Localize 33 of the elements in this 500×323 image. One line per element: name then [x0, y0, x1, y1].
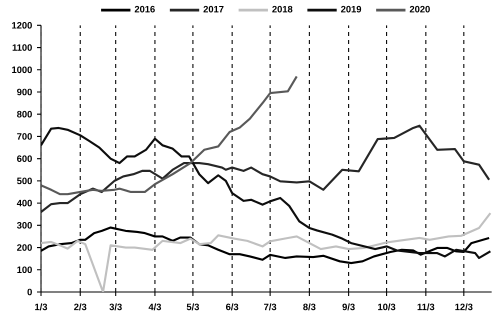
legend-label: 2018	[272, 6, 292, 12]
x-tick-label: 10/3	[378, 303, 396, 310]
y-tick-label: 800	[17, 110, 32, 118]
x-tick-label: 7/3	[264, 303, 276, 310]
y-tick-label: 200	[17, 244, 32, 251]
x-tick-label: 4/3	[148, 303, 162, 310]
legend-label: 2019	[341, 6, 362, 12]
y-tick-label: 1200	[12, 22, 32, 29]
y-tick-label: 900	[17, 88, 32, 96]
x-tick-label: 3/3	[109, 303, 122, 310]
y-tick-label: 400	[16, 200, 32, 206]
y-tick-label: 1100	[12, 44, 32, 51]
y-tick-label: 1000	[12, 66, 32, 74]
y-tick-label: 100	[17, 266, 32, 274]
legend-label: 2020	[410, 6, 430, 12]
y-tick-label: 0	[27, 288, 32, 296]
y-tick-label: 300	[16, 222, 32, 229]
x-tick-label: 12/3	[455, 303, 473, 310]
x-tick-label: 2/3	[74, 303, 86, 310]
x-tick-label: 11/3	[418, 303, 434, 310]
x-tick-label: 9/3	[342, 303, 355, 310]
legend-label: 2016	[134, 6, 155, 12]
y-tick-label: 500	[17, 178, 32, 184]
x-tick-label: 1/3	[35, 303, 48, 310]
x-tick-label: 8/3	[303, 303, 316, 310]
y-tick-label: 600	[17, 155, 32, 162]
x-tick-label: 5/3	[186, 303, 200, 310]
y-tick-label: 700	[17, 133, 32, 140]
line-series	[41, 124, 490, 214]
line-series	[41, 75, 298, 196]
line-series	[41, 126, 492, 260]
legend-label: 2017	[204, 6, 224, 12]
x-tick-label: 6/3	[226, 303, 238, 310]
